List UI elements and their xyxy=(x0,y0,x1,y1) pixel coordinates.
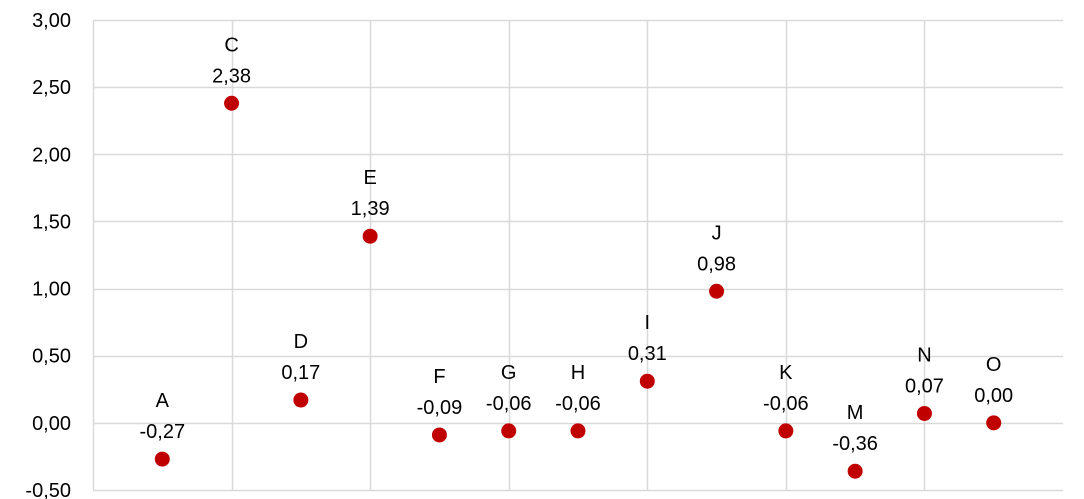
y-tick-label: 2,00 xyxy=(32,144,71,166)
point-value-label: -0,06 xyxy=(763,393,809,415)
point-name-label: O xyxy=(986,354,1002,376)
data-point-m xyxy=(847,463,863,479)
point-name-label: N xyxy=(917,344,931,366)
point-name-label: E xyxy=(363,167,376,189)
data-point-n xyxy=(916,405,932,421)
point-value-label: 0,07 xyxy=(905,375,944,397)
y-tick-label: 1,00 xyxy=(32,279,71,301)
y-axis: -0,50 0,00 0,50 1,00 1,50 2,00 2,50 3,00 xyxy=(25,10,71,499)
point-value-label: 0,17 xyxy=(281,362,320,384)
point-name-label: H xyxy=(571,362,585,384)
point-value-label: 0,98 xyxy=(697,253,736,275)
point-name-label: A xyxy=(156,390,170,412)
point-value-label: 0,31 xyxy=(628,343,667,365)
data-point-a xyxy=(154,451,170,467)
data-point-h xyxy=(570,423,586,439)
y-tick-label: 2,50 xyxy=(32,77,71,99)
point-value-label: -0,06 xyxy=(486,393,532,415)
y-tick-label: 0,50 xyxy=(32,346,71,368)
point-value-label: -0,27 xyxy=(139,421,185,443)
point-value-label: 1,39 xyxy=(351,198,390,220)
point-value-label: 0,00 xyxy=(974,385,1013,407)
y-tick-label: 3,00 xyxy=(32,10,71,32)
point-value-label: 2,38 xyxy=(212,65,251,87)
point-name-label: K xyxy=(779,362,793,384)
grid-layer xyxy=(92,19,1063,492)
data-point-i xyxy=(639,373,655,389)
y-tick-label: 1,50 xyxy=(32,211,71,233)
data-point-d xyxy=(293,392,309,408)
data-point-f xyxy=(431,427,447,443)
data-labels: A -0,27 C 2,38 D 0,17 E 1,39 F -0,09 G -0,06 H -0,06 I… xyxy=(139,34,1013,455)
y-tick-label: 0,00 xyxy=(32,413,71,435)
data-point-o xyxy=(986,415,1002,431)
data-points xyxy=(154,95,1002,479)
data-point-k xyxy=(778,423,794,439)
data-point-j xyxy=(709,283,725,299)
point-name-label: J xyxy=(712,222,722,244)
point-name-label: M xyxy=(847,402,864,424)
data-point-c xyxy=(224,95,240,111)
point-name-label: G xyxy=(501,362,517,384)
data-point-g xyxy=(501,423,517,439)
point-name-label: D xyxy=(294,331,308,353)
point-name-label: C xyxy=(224,34,238,56)
point-name-label: F xyxy=(433,366,445,388)
data-point-e xyxy=(362,228,378,244)
point-value-label: -0,36 xyxy=(832,433,878,455)
point-value-label: -0,06 xyxy=(555,393,601,415)
y-tick-label: -0,50 xyxy=(25,480,71,499)
point-value-label: -0,09 xyxy=(417,397,463,419)
point-name-label: I xyxy=(645,312,651,334)
